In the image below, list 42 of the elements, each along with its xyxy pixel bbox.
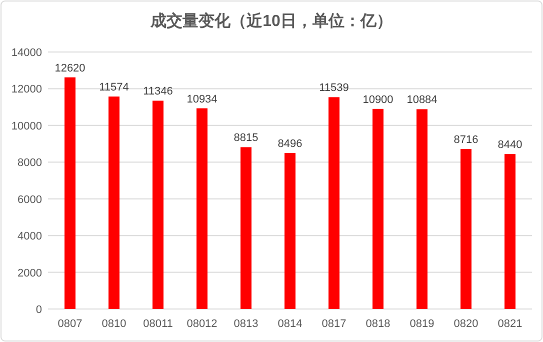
y-tick-label: 2000 bbox=[18, 267, 42, 280]
x-tick-label: 0817 bbox=[322, 318, 346, 330]
x-tick-label: 0814 bbox=[278, 318, 302, 330]
bar bbox=[64, 77, 76, 309]
x-tick-label: 0821 bbox=[498, 318, 522, 330]
data-label: 8496 bbox=[278, 138, 302, 150]
bar bbox=[416, 109, 428, 309]
x-tick-label: 0813 bbox=[234, 318, 258, 330]
data-label: 11574 bbox=[99, 82, 129, 94]
data-label: 8440 bbox=[498, 139, 522, 152]
y-tick-label: 10000 bbox=[11, 120, 42, 132]
bar bbox=[460, 149, 472, 309]
data-label: 11539 bbox=[319, 82, 349, 94]
x-tick-label: 0807 bbox=[58, 318, 82, 330]
x-tick-label: 0820 bbox=[454, 318, 478, 330]
chart-title: 成交量变化（近10日，单位：亿） bbox=[150, 11, 392, 30]
y-tick-label: 0 bbox=[36, 304, 42, 316]
x-tick-label: 0818 bbox=[366, 318, 390, 330]
data-label: 8815 bbox=[234, 132, 258, 144]
data-label: 8716 bbox=[454, 134, 478, 146]
data-label: 11346 bbox=[143, 86, 173, 98]
y-tick-label: 14000 bbox=[11, 47, 42, 59]
bar bbox=[284, 153, 296, 309]
x-tick-label: 08012 bbox=[186, 318, 218, 330]
bar bbox=[372, 108, 384, 309]
bar bbox=[108, 96, 120, 309]
bar bbox=[152, 100, 164, 309]
y-tick-label: 8000 bbox=[18, 157, 42, 170]
bar bbox=[240, 147, 252, 309]
y-tick-label: 4000 bbox=[18, 230, 42, 243]
x-tick-label: 0819 bbox=[410, 318, 434, 330]
y-tick-label: 6000 bbox=[18, 194, 42, 206]
x-tick-label: 0810 bbox=[102, 318, 126, 330]
data-label: 10900 bbox=[362, 94, 394, 106]
data-label: 10884 bbox=[406, 94, 438, 106]
bar bbox=[504, 154, 516, 309]
data-label: 10934 bbox=[186, 93, 218, 106]
bar bbox=[328, 97, 340, 309]
bar bbox=[196, 108, 208, 309]
data-label: 12620 bbox=[54, 62, 86, 74]
y-tick-label: 12000 bbox=[11, 84, 42, 96]
x-tick-label: 08011 bbox=[143, 318, 173, 330]
